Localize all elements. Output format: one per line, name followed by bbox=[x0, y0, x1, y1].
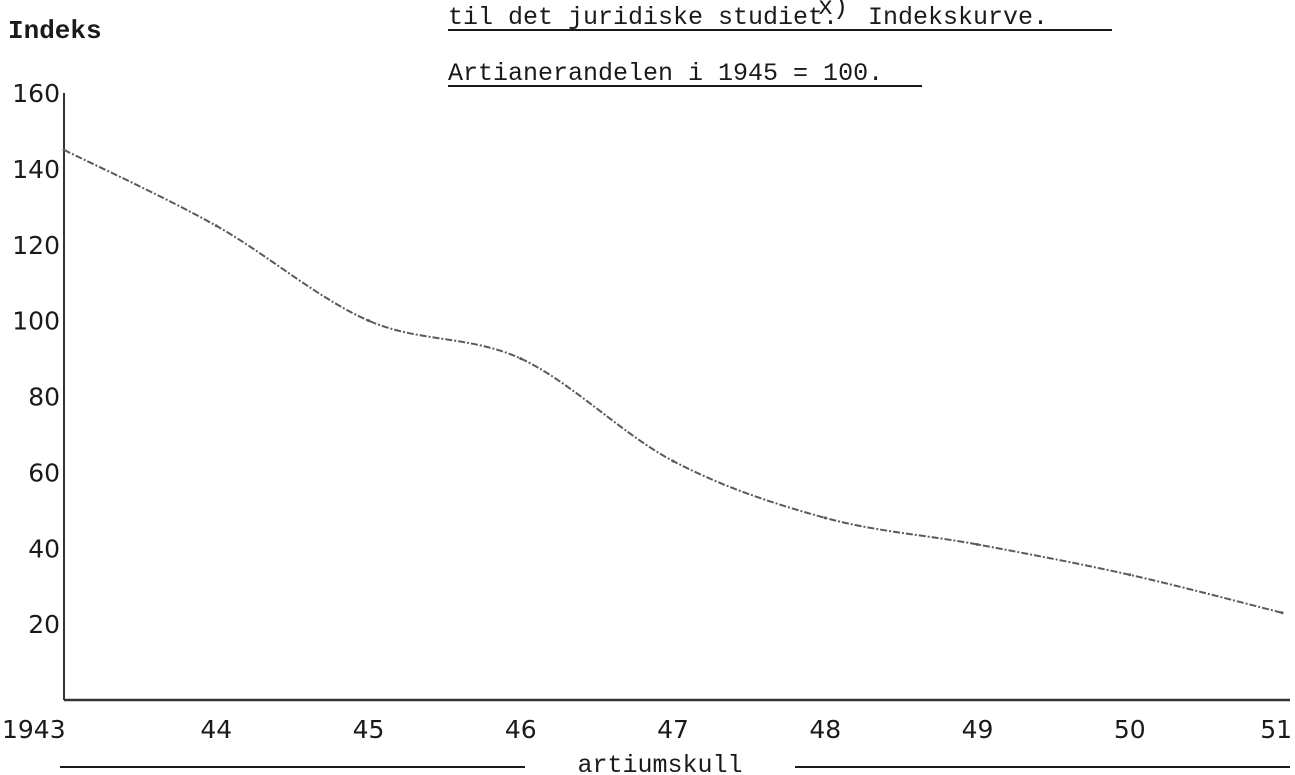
x-tick-label: 49 bbox=[962, 715, 994, 744]
x-tick-label: 48 bbox=[809, 715, 841, 744]
series-layer bbox=[62, 148, 1284, 615]
footnote-marker: x) bbox=[818, 0, 848, 22]
data-point bbox=[62, 148, 66, 152]
y-axis-label: Indeks bbox=[8, 16, 102, 46]
data-point bbox=[671, 459, 675, 463]
x-tick-label: 51 bbox=[1260, 715, 1292, 744]
x-tick-label: 46 bbox=[505, 715, 537, 744]
data-point bbox=[976, 542, 979, 546]
y-tick-label: 160 bbox=[12, 79, 60, 108]
data-point bbox=[1280, 611, 1284, 615]
y-tick-labels: 20 40 60 80 100 120 140 160 bbox=[12, 79, 60, 639]
chart-title-line-2: Artianerandelen i 1945 = 100. bbox=[448, 59, 883, 88]
x-tick-label: 47 bbox=[657, 715, 689, 744]
chart-title-suffix: Indekskurve. bbox=[868, 3, 1048, 32]
y-tick-label: 40 bbox=[28, 534, 60, 563]
x-tick-labels: 1943 44 45 46 47 48 49 50 51 bbox=[2, 715, 1292, 744]
data-point bbox=[214, 224, 218, 228]
series-line bbox=[63, 149, 1283, 614]
x-axis-label: artiumskull bbox=[577, 751, 742, 775]
y-tick-label: 80 bbox=[28, 383, 60, 412]
x-tick-label: 50 bbox=[1114, 715, 1146, 744]
data-point bbox=[1128, 573, 1132, 577]
y-tick-label: 100 bbox=[12, 307, 60, 336]
data-point bbox=[823, 516, 827, 520]
chart-title-line-1: til det juridiske studiet. bbox=[448, 3, 838, 32]
y-tick-label: 120 bbox=[12, 231, 60, 260]
x-tick-label: 45 bbox=[353, 715, 385, 744]
data-point bbox=[367, 319, 370, 323]
x-tick-label: 44 bbox=[200, 715, 232, 744]
data-point bbox=[519, 357, 523, 361]
x-tick-label: 1943 bbox=[2, 715, 66, 744]
y-tick-label: 60 bbox=[28, 458, 60, 487]
y-tick-label: 140 bbox=[12, 155, 60, 184]
y-tick-label: 20 bbox=[28, 610, 60, 639]
